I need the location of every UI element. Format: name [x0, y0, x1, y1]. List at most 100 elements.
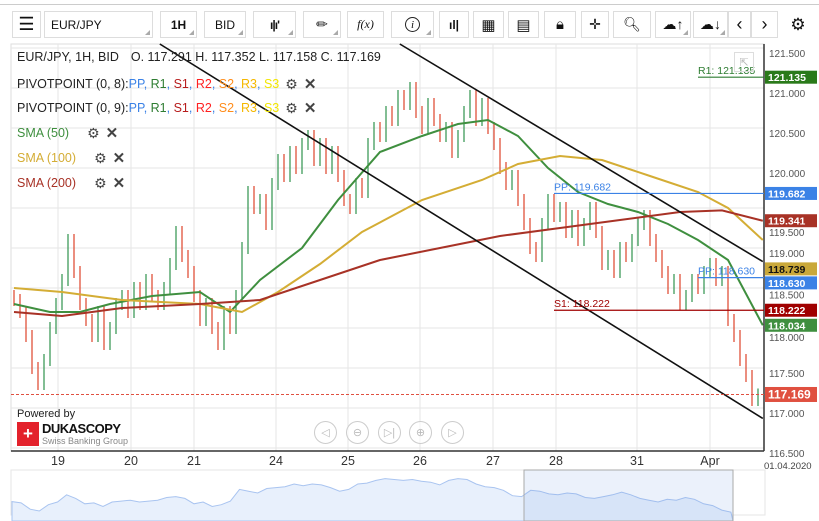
price-tag [765, 386, 817, 402]
pivot-key-pp: PP [128, 101, 144, 115]
price-tick-label: 121.000 [769, 89, 806, 100]
price-tag [765, 214, 817, 228]
download-button[interactable]: ☁↓ [693, 11, 728, 38]
side-select[interactable]: BID [204, 11, 246, 38]
pivot-key-sep: , [188, 77, 196, 91]
lock-button[interactable]: 🔒︎ [544, 11, 576, 38]
pencil-icon: ✏ [316, 16, 328, 32]
zoom-in-button[interactable]: ⊕ [409, 421, 432, 444]
crosshair-button[interactable]: ✛ [581, 11, 609, 38]
volume-button[interactable]: ıl| [439, 11, 469, 38]
candles-icon: ı|ı' [270, 17, 280, 32]
close-icon[interactable]: ✕ [303, 100, 317, 117]
price-tag-label: 121.135 [768, 72, 806, 84]
pivot-key-sep: , [188, 101, 196, 115]
price-tick-label: 117.500 [769, 369, 805, 380]
symbol-select[interactable]: EUR/JPY [44, 11, 153, 38]
price-tick-label: 119.500 [769, 228, 805, 239]
pivot-label: PIVOTPOINT (0, 9) [17, 101, 126, 115]
time-tick-label: 31 [630, 454, 644, 468]
timeframe-select[interactable]: 1H [160, 11, 197, 38]
settings-button[interactable]: ⚙ [784, 11, 812, 38]
pan-right-button[interactable]: ▷ [441, 421, 464, 444]
popout-button[interactable]: ⇱ [734, 52, 754, 72]
price-tag-label: 118.034 [768, 320, 806, 332]
pivot-key-sep: , [143, 101, 151, 115]
navigator[interactable] [10, 469, 766, 521]
menu-button[interactable]: ☰ [12, 11, 41, 38]
chart-type-button[interactable]: ı|ı' [253, 11, 296, 38]
price-tag-label: 118.222 [768, 305, 806, 317]
gear-icon[interactable]: ⚙ [94, 174, 107, 191]
price-tag-label: 117.169 [768, 387, 811, 401]
time-tick-label: 28 [549, 454, 563, 468]
price-tag [765, 70, 817, 84]
navigator-window [523, 469, 734, 521]
price-tick-label: 119.000 [769, 249, 805, 260]
pivot-key-sep: , [211, 101, 219, 115]
skip-end-icon: ▷| [383, 427, 396, 439]
info-button[interactable]: i [391, 11, 434, 38]
pivot-key-r1: R1 [150, 77, 167, 91]
close-icon[interactable]: ✕ [105, 125, 119, 142]
price-tick-label: 120.500 [769, 129, 806, 140]
pivot-level-label: PP: 118.630 [698, 266, 755, 278]
pivot-key-s2: S2 [218, 77, 235, 91]
legend-ohlc: O. 117.291 H. 117.352 L. 117.158 C. 117.… [130, 50, 381, 64]
legend-sma-200: SMA (200) ⚙ ✕ [17, 174, 126, 193]
trend-line [159, 43, 764, 420]
swiss-cross-icon: + [17, 421, 39, 446]
sma-line [13, 154, 764, 314]
trend-lines[interactable] [159, 43, 764, 420]
chevron-left-icon: ‹ [736, 14, 743, 34]
close-icon[interactable]: ✕ [303, 76, 317, 93]
draw-button[interactable]: ✏ [303, 11, 341, 38]
timeframe-value: 1H [170, 17, 187, 32]
gear-icon[interactable]: ⚙ [87, 124, 100, 141]
close-icon[interactable]: ✕ [112, 175, 126, 192]
triangle-left-icon: ◁ [321, 427, 330, 439]
price-tick-label: 118.500 [769, 290, 805, 301]
gear-icon[interactable]: ⚙ [285, 99, 298, 116]
scroll-left-button[interactable]: ‹ [728, 11, 751, 38]
pivot-key-r3: R3 [241, 77, 257, 91]
gear-icon[interactable]: ⚙ [94, 149, 107, 166]
pivot-key-s1: S1 [173, 77, 189, 91]
price-tag-label: 119.682 [768, 188, 806, 200]
info-icon: i [405, 17, 420, 32]
pivot-key-sep: , [257, 101, 264, 115]
pivot-key-pp: PP [128, 77, 144, 91]
chevron-right-icon: › [761, 14, 768, 34]
zoom-out-icon: ⊖ [352, 427, 363, 439]
pan-left-button[interactable]: ◁ [314, 421, 337, 444]
calendar-button[interactable]: ▦ [473, 11, 504, 38]
go-to-end-button[interactable]: ▷| [378, 421, 401, 444]
pivot-key-sep: , [257, 77, 264, 91]
upload-button[interactable]: ☁↑ [655, 11, 691, 38]
price-tag [765, 303, 817, 317]
report-button[interactable]: ▤ [508, 11, 539, 38]
zoom-search-button[interactable]: 🔍︎ [613, 11, 651, 38]
time-tick-label: Apr [700, 454, 720, 468]
price-tick-label: 121.500 [769, 49, 806, 60]
time-tick-label: 20 [124, 454, 138, 468]
scroll-right-button[interactable]: › [751, 11, 778, 38]
gear-icon[interactable]: ⚙ [285, 75, 298, 92]
pivot-key-sep: , [166, 77, 174, 91]
pivot-keys: PP, R1, S1, R2, S2, R3, S3 [129, 101, 280, 115]
menu-icon: ☰ [18, 14, 35, 34]
upload-cloud-icon: ☁↑ [662, 16, 684, 32]
pivot-level-label: S1: 118.222 [554, 298, 610, 310]
function-icon: f(x) [357, 17, 374, 31]
side-value: BID [214, 17, 235, 32]
pivot-key-s1: S1 [173, 101, 189, 115]
close-icon[interactable]: ✕ [112, 150, 126, 167]
pivot-sep: : [125, 101, 129, 115]
price-axis[interactable]: 121.500 121.000 120.500 120.000 119.500 119.0… [769, 49, 806, 460]
indicators-button[interactable]: f(x) [347, 11, 384, 38]
brand-name: DUKASCOPY [42, 421, 121, 436]
top-border [0, 4, 819, 5]
calendar-icon: ▦ [481, 16, 496, 34]
zoom-out-button[interactable]: ⊖ [346, 421, 369, 444]
